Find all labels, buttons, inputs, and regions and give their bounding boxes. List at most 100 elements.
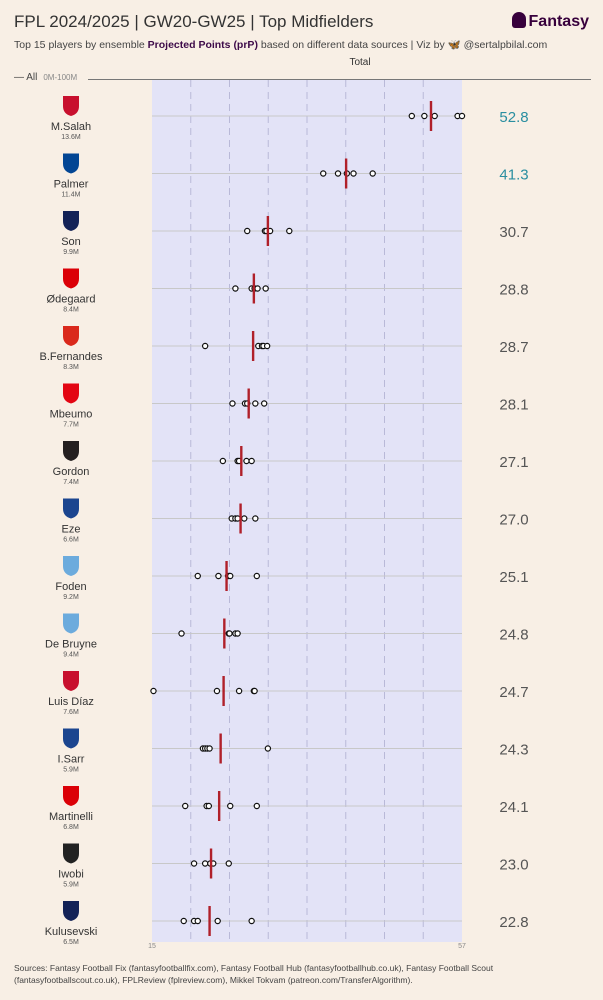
total-value: 27.0 xyxy=(499,512,528,529)
data-point xyxy=(194,572,201,580)
player-name: Martinelli xyxy=(49,811,93,823)
data-point xyxy=(369,170,376,177)
data-point xyxy=(205,802,213,810)
player-name: Mbeumo xyxy=(50,409,93,421)
data-point xyxy=(421,112,428,120)
sources-footer: Sources: Fantasy Football Fix (fantasyfo… xyxy=(14,963,494,985)
filter-label: All xyxy=(26,72,38,83)
data-point xyxy=(178,630,185,637)
total-value: 22.8 xyxy=(499,914,528,931)
data-point xyxy=(264,745,272,752)
data-point xyxy=(206,745,213,752)
player-name: Gordon xyxy=(53,466,90,478)
data-point xyxy=(214,917,221,925)
x-tick-label: 15 xyxy=(148,943,156,950)
data-point xyxy=(227,572,234,580)
total-value: 28.7 xyxy=(499,339,528,356)
player-price: 7.4M xyxy=(63,479,79,486)
data-point xyxy=(213,687,221,695)
data-point xyxy=(286,227,293,235)
total-value: 41.3 xyxy=(499,167,528,184)
total-value: 23.0 xyxy=(499,857,528,874)
filter-divider xyxy=(88,79,591,80)
total-value: 27.1 xyxy=(499,454,528,471)
player-name: B.Fernandes xyxy=(40,351,103,363)
data-point xyxy=(215,572,222,580)
data-point xyxy=(241,515,248,522)
brand-name: Fantasy xyxy=(528,13,589,30)
data-point xyxy=(180,917,187,925)
data-point xyxy=(229,400,236,407)
player-price: 9.9M xyxy=(63,249,79,256)
club-crest-icon xyxy=(63,843,79,864)
data-point xyxy=(194,917,201,925)
club-crest-icon xyxy=(63,326,79,346)
player-name: Luis Díaz xyxy=(48,696,94,708)
chart-title: FPL 2024/2025 | GW20-GW25 | Top Midfield… xyxy=(14,12,374,31)
player-name: Iwobi xyxy=(58,869,84,881)
data-point xyxy=(320,170,327,177)
data-point xyxy=(219,457,227,465)
data-point xyxy=(201,860,209,867)
data-point xyxy=(182,802,189,810)
price-filter: — All 0M-100M xyxy=(14,72,78,83)
x-tick-label: 57 xyxy=(458,943,466,950)
subtitle-metric: Projected Points (prP) xyxy=(147,39,258,51)
player-price: 5.9M xyxy=(63,767,79,774)
total-value: 24.1 xyxy=(499,799,528,816)
player-price: 9.4M xyxy=(63,652,79,659)
subtitle-text-start: Top 15 players by ensemble xyxy=(14,39,148,51)
player-name: Palmer xyxy=(54,179,89,191)
player-price: 6.6M xyxy=(63,537,79,544)
player-name: Kulusevski xyxy=(45,926,98,938)
player-name: Son xyxy=(61,236,81,248)
data-point xyxy=(262,285,269,292)
total-value: 25.1 xyxy=(499,569,528,586)
player-price: 6.5M xyxy=(63,939,79,946)
data-point xyxy=(253,802,261,810)
player-name: I.Sarr xyxy=(58,754,85,766)
club-crest-icon xyxy=(63,96,79,116)
player-price: 9.2M xyxy=(63,594,79,601)
column-header-total: Total xyxy=(349,57,371,68)
data-point xyxy=(150,687,157,695)
data-point xyxy=(244,227,251,235)
club-crest-icon xyxy=(63,556,79,576)
total-value: 52.8 xyxy=(499,109,528,126)
club-crest-icon xyxy=(63,153,79,174)
player-price: 6.8M xyxy=(63,824,79,831)
total-value: 24.7 xyxy=(499,684,528,701)
data-point xyxy=(253,572,261,580)
player-name: Eze xyxy=(62,524,81,536)
data-point xyxy=(263,342,271,350)
total-value: 28.8 xyxy=(499,282,528,299)
club-crest-icon xyxy=(63,901,79,921)
data-point xyxy=(252,515,259,522)
player-name: Foden xyxy=(55,581,86,593)
data-point xyxy=(227,802,234,810)
data-point xyxy=(234,630,241,637)
chart-subtitle: Top 15 players by ensemble Projected Poi… xyxy=(14,38,547,51)
data-point xyxy=(225,860,232,867)
club-crest-icon xyxy=(63,613,79,634)
club-crest-icon xyxy=(63,268,79,289)
player-price: 8.4M xyxy=(63,307,79,314)
club-crest-icon xyxy=(63,383,79,404)
player-price: 13.6M xyxy=(61,134,81,141)
data-point xyxy=(226,630,233,637)
total-value: 28.1 xyxy=(499,397,528,414)
data-point xyxy=(248,457,255,465)
data-point xyxy=(252,400,259,407)
player-price: 8.3M xyxy=(63,364,79,371)
club-crest-icon xyxy=(63,786,79,806)
data-point xyxy=(232,285,239,292)
club-crest-icon xyxy=(63,728,79,749)
total-value: 30.7 xyxy=(499,224,528,241)
subtitle-text-end: based on different data sources | Viz by… xyxy=(257,39,548,51)
data-point xyxy=(251,687,258,695)
data-point xyxy=(431,112,438,120)
player-price: 7.7M xyxy=(63,422,79,429)
data-point xyxy=(350,170,357,177)
player-price: 7.6M xyxy=(63,709,79,716)
brand-logo: Fantasy xyxy=(511,12,589,31)
